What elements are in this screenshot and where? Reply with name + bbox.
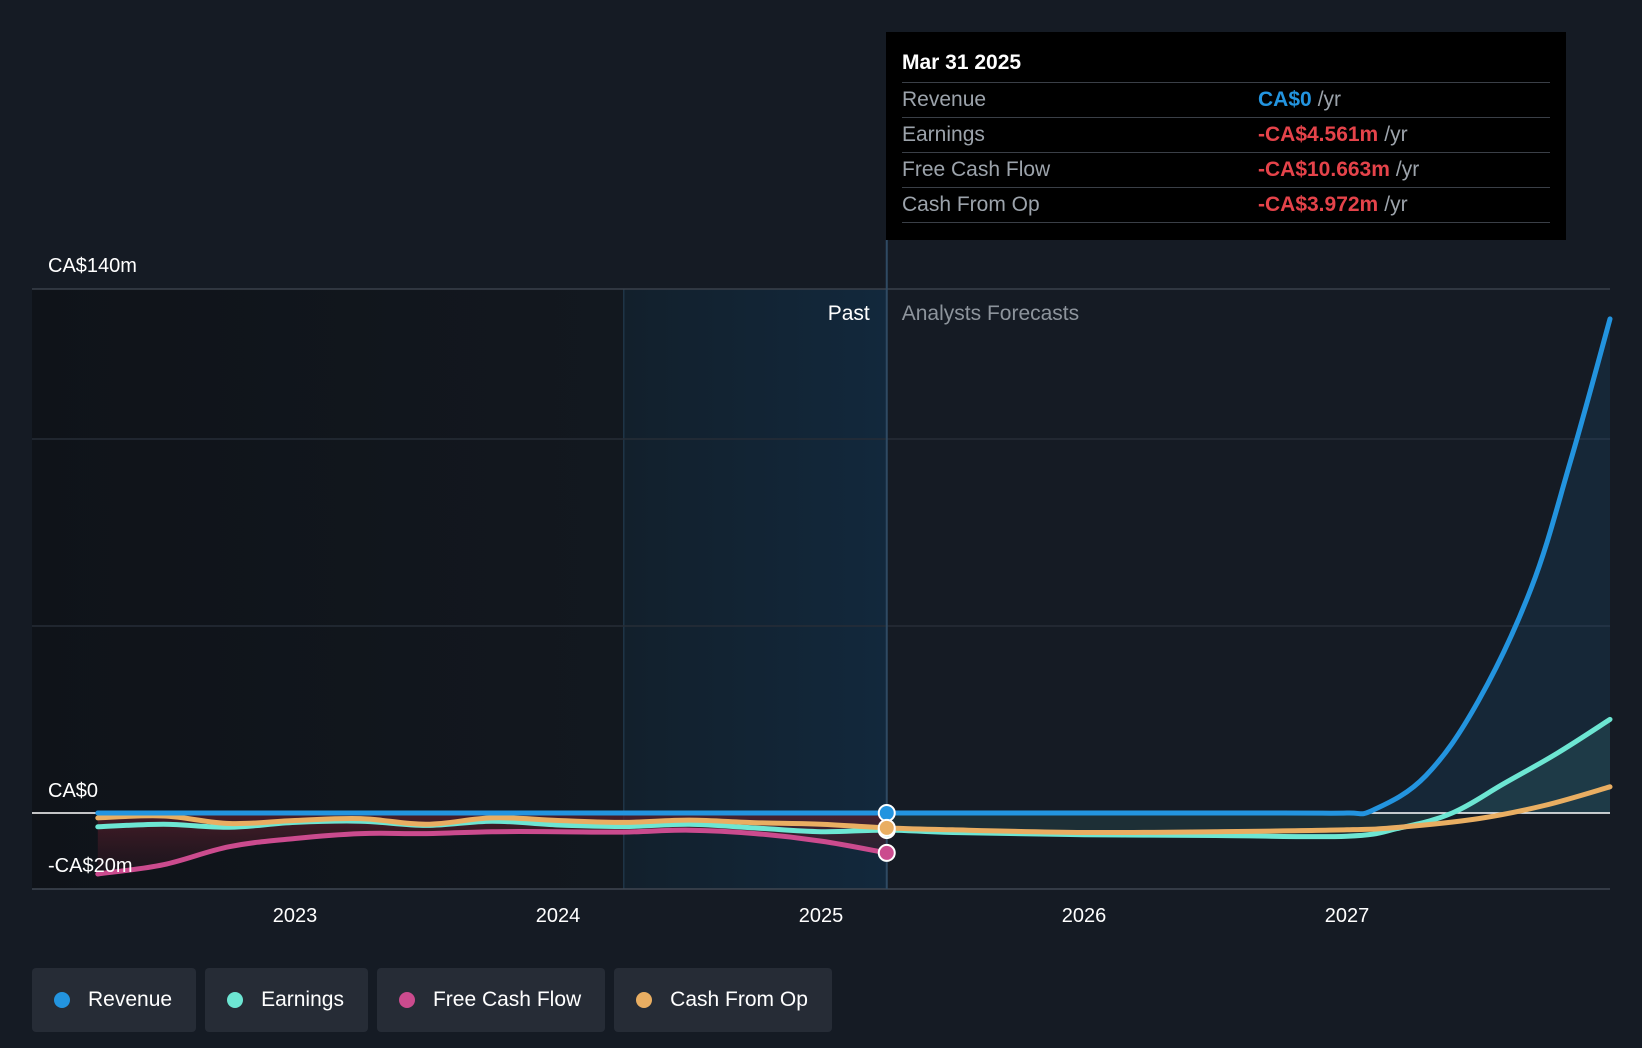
legend-dot-icon [227, 992, 244, 1008]
forecast-label: Analysts Forecasts [902, 302, 1079, 325]
y-tick-label-zero: CA$0 [48, 780, 98, 802]
hover-tooltip: Mar 31 2025 Revenue CA$0 /yr Earnings -C… [886, 32, 1566, 240]
chart-legend: Revenue Earnings Free Cash Flow Cash Fro… [32, 968, 832, 1032]
past-label: Past [828, 302, 870, 325]
tooltip-value: CA$0 [1258, 88, 1312, 111]
marker-revenue [877, 804, 896, 822]
legend-item-earnings[interactable]: Earnings [205, 968, 368, 1032]
past-highlight-region [623, 289, 887, 889]
legend-label: Earnings [261, 988, 344, 1011]
legend-dot-icon [636, 992, 653, 1008]
tooltip-unit: /yr [1395, 158, 1420, 181]
tooltip-date: Mar 31 2025 [902, 51, 1022, 74]
series-line-cash-from-op [95, 784, 1613, 836]
tooltip-unit: /yr [1384, 123, 1408, 146]
x-tick-label-2027: 2027 [1325, 905, 1370, 927]
series-line-revenue [95, 316, 1613, 817]
y-tick-label-top: CA$140m [48, 255, 137, 277]
tooltip-label: Earnings [902, 123, 985, 146]
tooltip-label: Free Cash Flow [902, 158, 1051, 181]
tooltip-value: -CA$10.663m [1258, 158, 1390, 181]
tooltip-value: -CA$4.561m [1258, 123, 1379, 146]
x-tick-label-2025: 2025 [799, 905, 844, 927]
tooltip-value: -CA$3.972m [1258, 193, 1379, 216]
legend-label: Cash From Op [670, 988, 808, 1011]
tooltip-row-cash-from-op: Cash From Op -CA$3.972m /yr [902, 187, 1550, 223]
legend-dot-icon [54, 992, 70, 1008]
tooltip-row-free-cash-flow: Free Cash Flow -CA$10.663m /yr [902, 152, 1550, 187]
tooltip-row-earnings: Earnings -CA$4.561m /yr [902, 117, 1550, 152]
tooltip-label: Revenue [902, 88, 987, 111]
legend-dot-icon [398, 992, 415, 1008]
tooltip-unit: /yr [1317, 88, 1342, 111]
x-tick-label-2024: 2024 [536, 905, 581, 927]
series-lines [95, 316, 1613, 877]
legend-item-free-cash-flow[interactable]: Free Cash Flow [376, 968, 606, 1032]
current-markers [877, 804, 896, 862]
tooltip-label: Cash From Op [902, 193, 1040, 216]
x-tick-label-2023: 2023 [273, 905, 318, 927]
legend-item-cash-from-op[interactable]: Cash From Op [614, 968, 832, 1032]
revenue-area-fill [886, 318, 1610, 814]
y-tick-label-bottom: -CA$20m [48, 855, 132, 877]
marker-free-cash-flow [877, 843, 896, 862]
gridlines [32, 288, 1610, 627]
tooltip-unit: /yr [1384, 193, 1408, 216]
legend-label: Revenue [88, 988, 173, 1011]
tooltip-row-revenue: Revenue CA$0 /yr [902, 82, 1550, 117]
marker-cash-from-op [877, 818, 896, 837]
x-tick-label-2026: 2026 [1062, 905, 1107, 927]
series-line-free-cash-flow [95, 827, 890, 877]
legend-label: Free Cash Flow [432, 988, 582, 1011]
legend-item-revenue[interactable]: Revenue [32, 968, 197, 1032]
